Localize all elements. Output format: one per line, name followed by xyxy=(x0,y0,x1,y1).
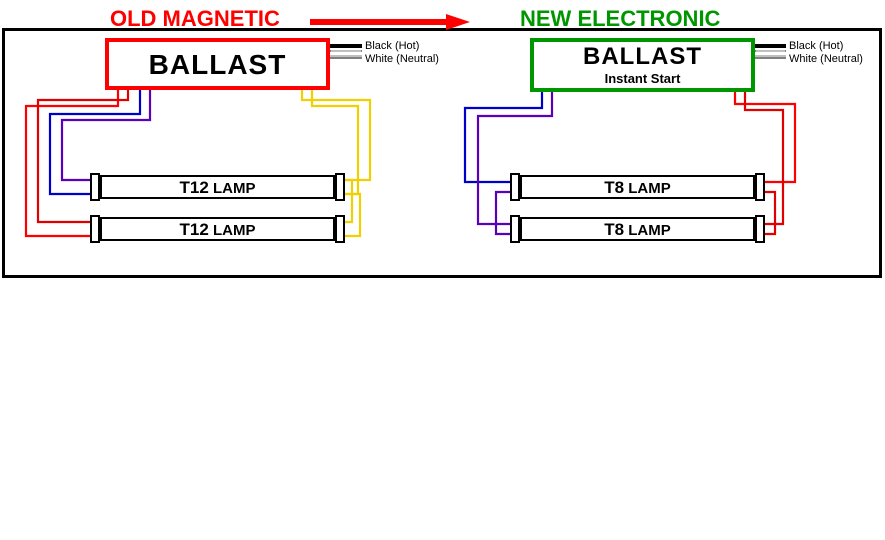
label-white-neutral-old: White (Neutral) xyxy=(365,53,439,65)
ballast-old: BALLAST xyxy=(105,38,330,90)
ballast-new-subtitle: Instant Start xyxy=(534,68,751,90)
lamp-cap xyxy=(510,173,520,201)
lamp-old-2: T12 LAMP xyxy=(100,217,335,241)
lamp-cap xyxy=(755,173,765,201)
lamp-cap xyxy=(90,215,100,243)
lamp-cap xyxy=(510,215,520,243)
ballast-old-title: BALLAST xyxy=(149,49,287,80)
lamp-label: LAMP xyxy=(213,180,256,197)
lamp-label: LAMP xyxy=(628,222,671,239)
label-black-hot-new: Black (Hot) xyxy=(789,40,843,52)
lamp-label: LAMP xyxy=(213,222,256,239)
lamp-label: LAMP xyxy=(628,180,671,197)
lamp-type: T12 xyxy=(180,178,209,197)
lamp-old-1: T12 LAMP xyxy=(100,175,335,199)
lamp-type: T8 xyxy=(604,178,624,197)
ballast-new-title: BALLAST xyxy=(583,43,702,70)
lamp-type: T8 xyxy=(604,220,624,239)
ballast-new: BALLAST Instant Start xyxy=(530,38,755,92)
header-old-magnetic: OLD MAGNETIC xyxy=(110,6,280,32)
label-white-neutral-new: White (Neutral) xyxy=(789,53,863,65)
lamp-cap xyxy=(335,173,345,201)
label-black-hot-old: Black (Hot) xyxy=(365,40,419,52)
lamp-cap xyxy=(335,215,345,243)
header-new-electronic: NEW ELECTRONIC xyxy=(520,6,720,32)
arrow-icon xyxy=(310,14,470,30)
lamp-new-2: T8 LAMP xyxy=(520,217,755,241)
lamp-type: T12 xyxy=(180,220,209,239)
lamp-new-1: T8 LAMP xyxy=(520,175,755,199)
lamp-cap xyxy=(755,215,765,243)
lamp-cap xyxy=(90,173,100,201)
